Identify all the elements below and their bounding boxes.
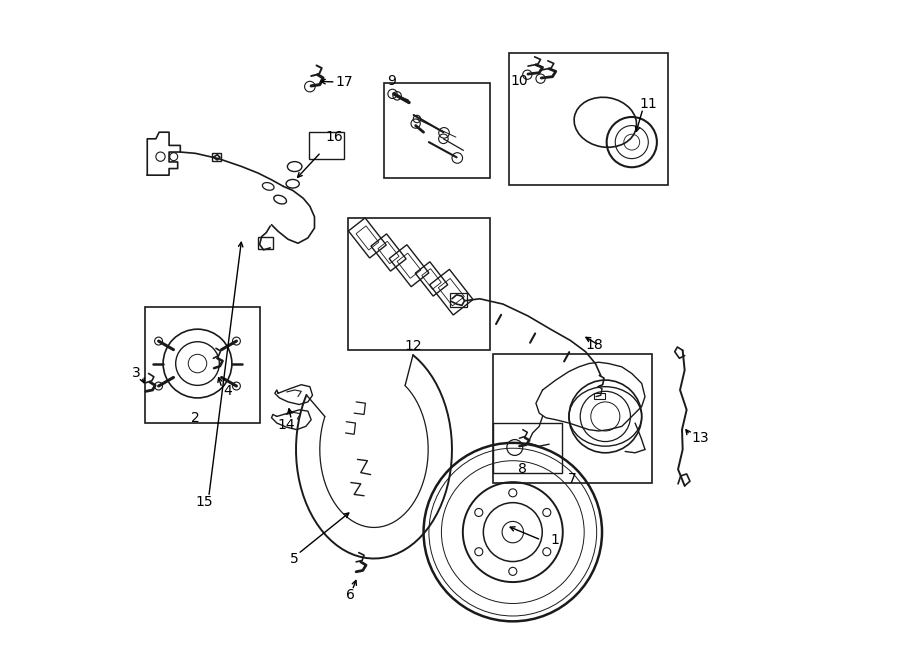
Bar (310, 132, 344, 159)
Bar (212, 153, 221, 161)
Text: 4: 4 (223, 384, 231, 399)
Text: 18: 18 (585, 338, 603, 352)
Bar (422, 268, 441, 290)
Text: 17: 17 (336, 75, 353, 89)
Text: 7: 7 (568, 472, 577, 486)
Text: 11: 11 (639, 97, 657, 111)
Text: 9: 9 (387, 74, 396, 89)
Bar (493, 423, 562, 473)
Bar (429, 269, 473, 315)
Text: 13: 13 (691, 431, 708, 446)
Text: 16: 16 (326, 130, 343, 144)
Bar (509, 53, 668, 185)
Text: 12: 12 (405, 339, 422, 354)
Text: 2: 2 (191, 410, 200, 425)
Bar (356, 226, 379, 250)
Bar (397, 253, 421, 278)
Text: 1: 1 (550, 533, 559, 547)
Bar (493, 354, 652, 483)
Bar (450, 293, 466, 307)
Bar (348, 218, 386, 258)
Text: 14: 14 (278, 418, 295, 432)
Text: 10: 10 (510, 74, 528, 89)
Bar (438, 278, 464, 306)
Bar (145, 307, 260, 423)
Bar (389, 245, 429, 287)
Text: 5: 5 (291, 551, 299, 566)
Text: 6: 6 (346, 588, 356, 602)
Text: 15: 15 (195, 495, 213, 510)
Text: 3: 3 (131, 366, 140, 381)
Bar (378, 241, 399, 264)
Bar (258, 237, 273, 249)
Bar (594, 393, 605, 399)
Bar (384, 83, 490, 178)
Bar (415, 262, 447, 296)
Text: 8: 8 (518, 462, 527, 477)
Bar (371, 234, 406, 271)
Bar (347, 218, 490, 350)
